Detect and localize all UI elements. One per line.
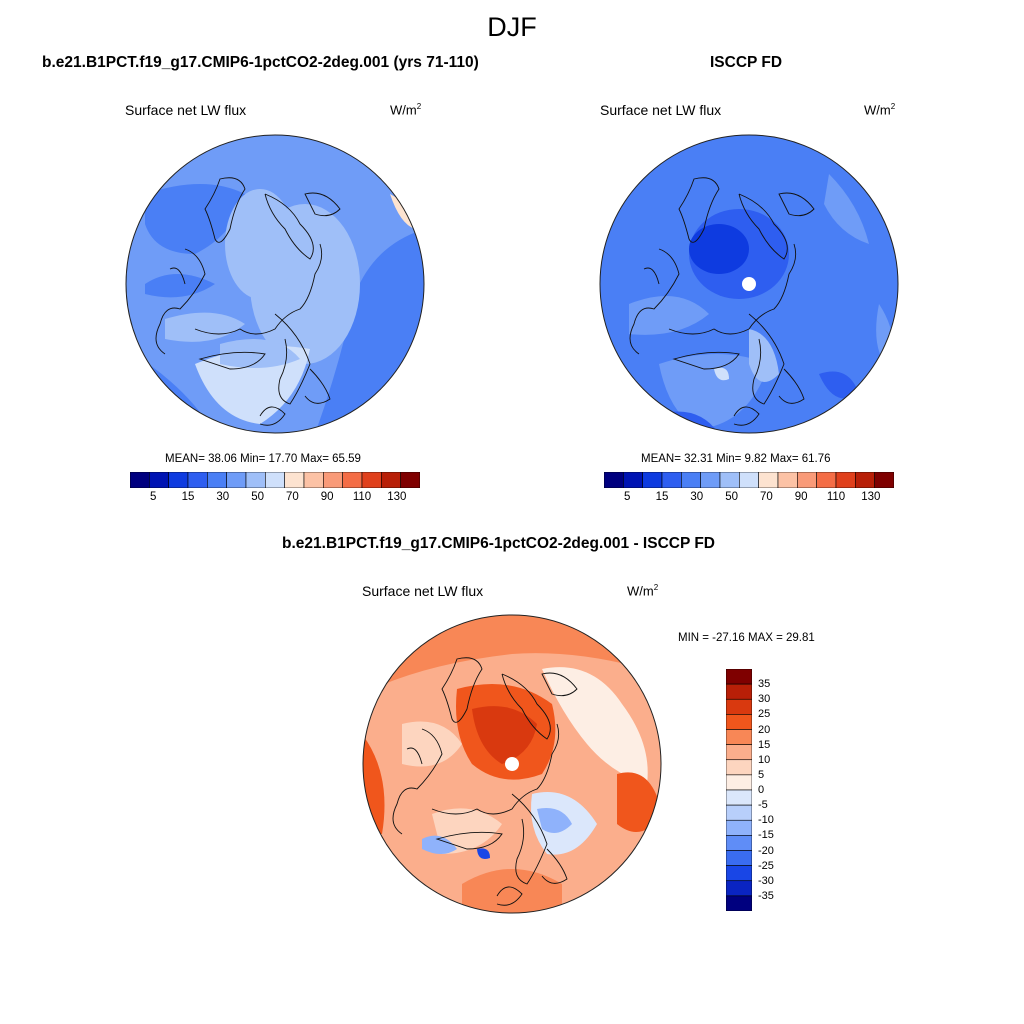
colorbar-tick-label: 110	[352, 491, 372, 503]
colorbar-tick-label: 90	[794, 491, 808, 503]
panel-2-title: ISCCP FD	[710, 54, 783, 71]
colorbar-tick-label: 50	[251, 491, 264, 503]
colorbar-swatch	[149, 472, 169, 488]
colorbar-tick-label: -10	[758, 814, 774, 827]
colorbar-tick-label: -35	[758, 889, 774, 902]
panel-2-map	[599, 134, 899, 434]
colorbar-swatch	[226, 472, 247, 488]
colorbar-tick-label: -25	[758, 859, 774, 872]
panel-1-colorbar-ticks: 5 15 30 50 70 90 110 130	[130, 488, 420, 504]
colorbar-tick-label: 15	[181, 491, 195, 503]
colorbar-swatch	[168, 472, 189, 488]
colorbar-tick-label: 110	[826, 491, 846, 503]
colorbar-swatch	[303, 472, 324, 488]
panel-3-pole-hole	[505, 757, 519, 771]
colorbar-swatch	[719, 472, 740, 488]
panel-1-units: W/m2	[390, 102, 422, 118]
colorbar-swatch	[623, 472, 643, 488]
colorbar-swatch	[342, 472, 363, 488]
colorbar-swatch	[661, 472, 682, 488]
colorbar-swatch	[130, 472, 150, 488]
colorbar-tick-label: 35	[758, 678, 771, 691]
panel-2-colorbar: 5 15 30 50 70 90 110 130	[604, 472, 894, 504]
colorbar-tick-label: 90	[320, 491, 334, 503]
colorbar-swatch	[835, 472, 856, 488]
colorbar-swatch	[874, 472, 894, 488]
colorbar-tick-label: 30	[216, 491, 230, 503]
panel-1-title: b.e21.B1PCT.f19_g17.CMIP6-1pctCO2-2deg.0…	[42, 54, 479, 71]
colorbar-swatch	[284, 472, 305, 488]
panel-2-variable: Surface net LW flux	[600, 102, 722, 118]
colorbar-swatch	[187, 472, 208, 488]
colorbar-tick-label: -20	[758, 844, 774, 857]
figure-title: DJF	[487, 12, 537, 42]
panel-1-colorbar-swatches	[130, 472, 420, 488]
colorbar-tick-label: -5	[758, 799, 768, 812]
colorbar-tick-label: -15	[758, 829, 774, 842]
colorbar-swatch	[323, 472, 343, 488]
colorbar-tick-label: 25	[758, 708, 771, 721]
colorbar-swatch	[642, 472, 663, 488]
colorbar-swatch	[207, 472, 227, 488]
panel-1-colorbar: 5 15 30 50 70 90 110 130	[130, 472, 420, 504]
colorbar-swatch	[381, 472, 401, 488]
panel-1-variable: Surface net LW flux	[125, 102, 247, 118]
colorbar-swatch	[400, 472, 420, 488]
colorbar-swatch	[855, 472, 875, 488]
panel-2-stats: MEAN= 32.31 Min= 9.82 Max= 61.76	[641, 453, 831, 465]
colorbar-tick-label: 0	[758, 784, 765, 796]
colorbar-tick-label: 50	[725, 491, 738, 503]
colorbar-tick-label: 15	[655, 491, 669, 503]
panel-3-map	[362, 614, 662, 914]
colorbar-tick-label: 70	[285, 491, 299, 503]
panel-3-colorbar: 35 30 25 20 15 10 5 0 -5 -10 -15 -20 -25 -30 -35	[725, 668, 816, 912]
panel-3-units: W/m2	[627, 583, 659, 599]
panel-3-colorbar-ticks: 35 30 25 20 15 10 5 0 -5 -10 -15 -20 -25 -30 -35	[726, 669, 816, 911]
colorbar-tick-label: 70	[759, 491, 773, 503]
colorbar-swatch	[681, 472, 701, 488]
panel-2-colorbar-ticks: 5 15 30 50 70 90 110 130	[604, 488, 894, 504]
panel-1-stats: MEAN= 38.06 Min= 17.70 Max= 65.59	[165, 453, 361, 465]
colorbar-tick-label: 10	[758, 753, 771, 766]
colorbar-tick-label: 5	[623, 491, 631, 503]
colorbar-swatch	[777, 472, 798, 488]
panel-3-variable: Surface net LW flux	[362, 583, 484, 599]
colorbar-swatch	[816, 472, 837, 488]
colorbar-swatch	[265, 472, 285, 488]
colorbar-tick-label: 30	[690, 491, 704, 503]
colorbar-tick-label: 20	[758, 723, 771, 736]
panel-2-colorbar-swatches	[604, 472, 894, 488]
colorbar-tick-label: 130	[861, 491, 881, 503]
colorbar-tick-label: 5	[758, 768, 765, 781]
colorbar-tick-label: 5	[149, 491, 157, 503]
panel-3-title: b.e21.B1PCT.f19_g17.CMIP6-1pctCO2-2deg.0…	[282, 535, 715, 552]
panel-2-pole-hole	[742, 277, 756, 291]
colorbar-tick-label: 30	[758, 693, 771, 706]
colorbar-tick-label: -30	[758, 874, 774, 887]
colorbar-swatch	[604, 472, 624, 488]
panel-3-colorbar-swatches	[725, 668, 753, 912]
colorbar-swatch	[739, 472, 759, 488]
colorbar-swatch	[758, 472, 779, 488]
panel-1-map	[125, 134, 425, 434]
colorbar-swatch	[797, 472, 817, 488]
panel-3-stats: MIN = -27.16 MAX = 29.81	[678, 632, 815, 644]
colorbar-swatch	[700, 472, 721, 488]
colorbar-swatch	[361, 472, 382, 488]
colorbar-swatch	[245, 472, 266, 488]
panel-2-units: W/m2	[864, 102, 896, 118]
colorbar-tick-label: 15	[758, 738, 771, 751]
colorbar-tick-label: 130	[387, 491, 407, 503]
